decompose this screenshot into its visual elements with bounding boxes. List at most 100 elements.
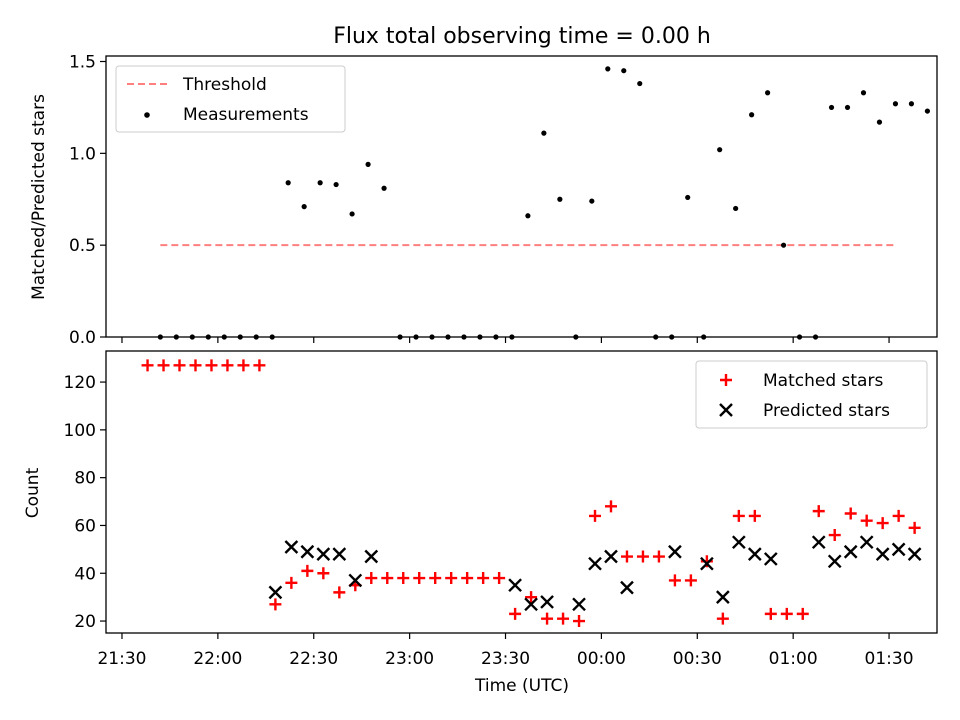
measurement-point [844, 104, 851, 111]
matched-star-point [237, 359, 250, 372]
predicted-star-point [316, 547, 331, 561]
measurement-point [685, 194, 691, 201]
predicted-stars-legend-swatch [719, 403, 733, 417]
measurement-point [637, 80, 643, 87]
measurement-point [349, 211, 355, 217]
top-legend-box [115, 65, 346, 133]
predicted-star-point [875, 547, 890, 561]
matched-star-point [397, 572, 410, 585]
top-y-tick-label: 1.5 [69, 53, 96, 73]
measurement-point [429, 334, 435, 340]
predicted-star-point [332, 547, 347, 561]
matched-star-point [333, 586, 346, 599]
bottom-y-tick-label: 100 [64, 421, 96, 441]
matched-star-point [189, 359, 202, 372]
matched-star-point [844, 507, 857, 520]
predicted-star-point [300, 544, 315, 559]
matched-star-point [589, 509, 602, 522]
predicted-star-point [348, 573, 363, 588]
matched-star-point [413, 572, 426, 585]
measurement-point [605, 66, 611, 72]
x-axis-label: Time (UTC) [474, 676, 569, 696]
top-y-axis: 0.0 0.5 1.0 1.5 [69, 53, 106, 348]
measurement-point [205, 334, 211, 340]
measurement-point [461, 334, 467, 340]
measurement-point [413, 334, 419, 340]
bottom-x-axis: 21:30 22:00 22:30 23:00 23:30 00:00 00:30 01:00… [97, 633, 914, 669]
matched-star-point [668, 574, 681, 587]
measurement-point [717, 147, 723, 153]
measurement-point [653, 334, 659, 340]
measurement-point [381, 185, 387, 191]
predicted-star-point [668, 544, 682, 559]
measurement-point [669, 334, 675, 340]
matched-star-point [892, 509, 905, 522]
top-plot-frame [105, 55, 938, 338]
bottom-y-axis-label: Count [23, 467, 43, 518]
x-tick-label: 01:00 [769, 649, 818, 669]
predicted-star-point [747, 547, 762, 561]
matched-star-point [509, 607, 522, 620]
measurement-point [397, 334, 403, 340]
matched-star-point [812, 505, 825, 518]
measurement-point [749, 112, 755, 118]
matched-star-point [317, 567, 330, 580]
measurement-point [924, 108, 931, 114]
matched-star-point [205, 359, 218, 372]
measurement-point [253, 334, 259, 340]
measurement-point [573, 334, 579, 340]
matched-star-point [573, 615, 586, 628]
predicted-star-point [811, 535, 826, 550]
matched-star-point [365, 572, 378, 585]
predicted-star-point [731, 535, 746, 550]
measurements-legend-swatch [144, 112, 150, 118]
predicted-star-point [827, 554, 842, 569]
measurement-point [221, 334, 227, 340]
predicted-star-point [284, 540, 299, 554]
predicted-star-point [907, 547, 922, 561]
top-legend: Threshold Measurements [115, 65, 346, 133]
bottom-y-tick-label: 60 [74, 516, 96, 536]
x-tick-label: 23:30 [481, 649, 530, 669]
x-tick-label: 00:30 [673, 649, 722, 669]
x-tick-label: 23:00 [385, 649, 434, 669]
measurement-point [780, 242, 787, 248]
bottom-legend-box [695, 360, 928, 429]
matched-star-point [173, 359, 186, 372]
predicted-star-point [891, 542, 906, 557]
predicted-star-point [700, 556, 714, 571]
predicted-star-point [268, 585, 283, 600]
matched-star-point [828, 529, 841, 542]
measurement-point [796, 334, 803, 340]
predicted-star-point [540, 595, 554, 609]
measurement-point [317, 180, 323, 186]
measurement-point [621, 68, 627, 74]
measurement-point [365, 161, 371, 167]
bottom-y-tick-label: 120 [64, 373, 96, 393]
measurement-point [828, 104, 835, 111]
predicted-star-point [716, 590, 730, 605]
matched-stars-legend-swatch [720, 374, 732, 386]
matched-star-point [301, 564, 314, 577]
matched-star-point [636, 550, 649, 563]
predicted-star-point [572, 597, 586, 612]
measurement-point [493, 334, 499, 340]
measurement-point [173, 334, 179, 340]
matched-star-point [876, 517, 889, 530]
x-tick-label: 21:30 [97, 649, 146, 669]
bottom-plot-marks [141, 359, 922, 628]
x-tick-label: 22:30 [289, 649, 338, 669]
top-y-tick-label: 0.0 [69, 328, 96, 348]
measurement-point [333, 181, 339, 188]
matched-star-point [141, 359, 154, 372]
measurement-point [860, 90, 867, 96]
bottom-y-tick-label: 40 [74, 564, 96, 584]
matched-star-point [860, 514, 873, 527]
matched-star-point [541, 612, 554, 625]
x-tick-label: 00:00 [577, 649, 626, 669]
predicted-star-point [843, 544, 858, 559]
matched-star-point [604, 500, 617, 513]
bottom-legend: Matched stars Predicted stars [695, 360, 928, 429]
measurement-point [908, 101, 915, 107]
matched-star-point [796, 607, 809, 620]
